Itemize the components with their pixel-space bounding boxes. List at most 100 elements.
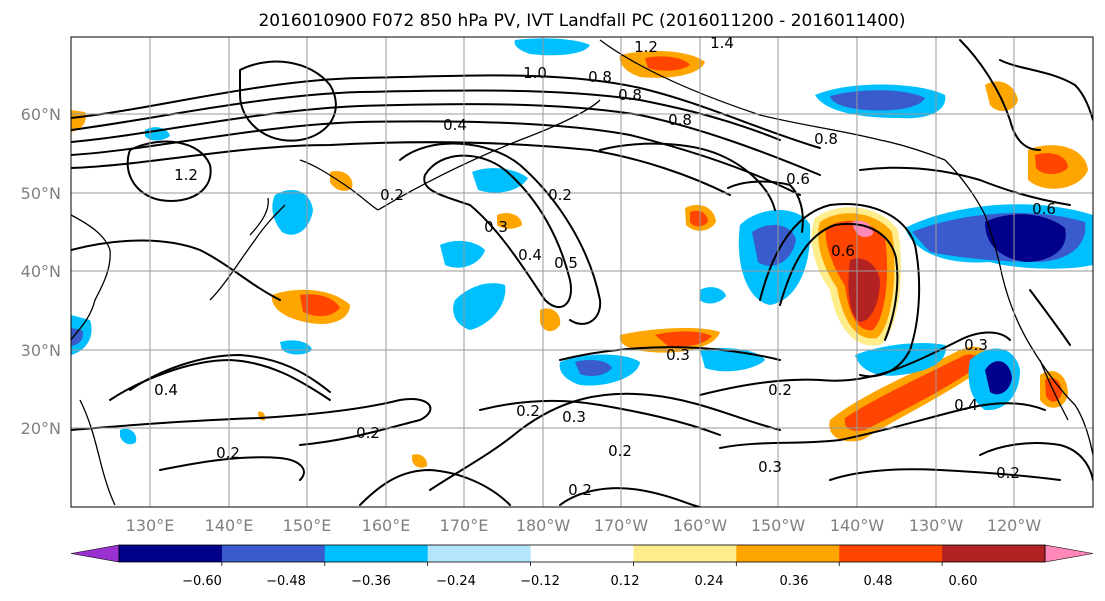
lat-label: 60°N <box>21 105 61 124</box>
colorbar-segment <box>942 545 1046 562</box>
negative-anomaly-patch <box>120 428 137 445</box>
colorbar-segment <box>119 545 223 562</box>
contour-line <box>1029 289 1071 346</box>
contour-label: 0.4 <box>154 381 178 399</box>
contour-label: 0.4 <box>954 396 978 414</box>
contour-line <box>71 103 821 176</box>
lon-label: 180°W <box>516 516 571 535</box>
lat-label: 50°N <box>21 184 61 203</box>
contour-label: 0.2 <box>568 481 592 499</box>
positive-anomaly-patch <box>412 454 428 468</box>
contour-label: 0.8 <box>618 86 642 104</box>
colorbar-segment <box>530 545 634 562</box>
coastline-asia <box>71 214 111 341</box>
contour-line <box>71 89 781 141</box>
map-frame <box>70 36 1094 508</box>
colorbar-tick-label: −0.60 <box>182 574 222 589</box>
positive-anomaly-patch <box>540 308 561 332</box>
negative-anomaly-patch <box>280 340 312 355</box>
lon-label: 170°E <box>440 516 489 535</box>
lat-label: 20°N <box>21 419 61 438</box>
coastline-baja <box>1039 359 1069 421</box>
contour-label: 0.2 <box>548 186 572 204</box>
contour-label: 0.3 <box>666 346 690 364</box>
contour-line <box>999 59 1093 121</box>
negative-anomaly-patch <box>575 360 612 376</box>
contour-label: 0.8 <box>814 130 838 148</box>
colorbar-extend-min <box>70 544 120 563</box>
graticule <box>71 37 1093 507</box>
contour-label: 0.3 <box>562 408 586 426</box>
contour-line <box>359 469 511 506</box>
colorbar-tick-label: 0.60 <box>949 574 978 589</box>
lon-label: 140°W <box>830 516 885 535</box>
colorbar-segment <box>324 545 429 562</box>
contour-line <box>599 142 776 211</box>
negative-anomaly-patch <box>700 287 726 304</box>
longitude-labels: 130°E 140°E 150°E 160°E 170°E 180°W 170°… <box>126 516 1042 535</box>
lon-label: 150°E <box>283 516 332 535</box>
colorbar-tick-label: 0.36 <box>780 574 809 589</box>
contour-label: 0.2 <box>380 186 404 204</box>
contour-line <box>159 456 305 481</box>
figure-title: 2016010900 F072 850 hPa PV, IVT Landfall… <box>258 11 905 31</box>
negative-anomaly-patch <box>985 214 1066 262</box>
lon-label: 150°W <box>751 516 806 535</box>
contour-label: 1.2 <box>634 38 658 56</box>
negative-anomaly-patch <box>472 168 528 193</box>
lon-label: 170°W <box>594 516 649 535</box>
colorbar-ticks: −0.60 −0.48 −0.36 −0.24 −0.12 0.12 0.24 … <box>182 562 977 589</box>
contour-label: 0.3 <box>758 458 782 476</box>
positive-anomaly-patch <box>71 110 86 132</box>
lon-label: 160°E <box>362 516 411 535</box>
negative-anomaly-patch <box>752 225 796 266</box>
contour-label: 0.2 <box>516 402 540 420</box>
positive-anomaly-patch <box>985 81 1018 112</box>
contour-line <box>859 166 1071 206</box>
positive-anomaly-patch <box>300 294 340 317</box>
colorbar: −0.60 −0.48 −0.36 −0.24 −0.12 0.12 0.24 … <box>70 544 1094 589</box>
colorbar-tick-label: 0.48 <box>864 574 893 589</box>
lon-label: 130°E <box>126 516 175 535</box>
contour-labels: 1.2 1.4 0.8 0.8 0.8 1.0 0.8 0.4 0.2 0.2 … <box>154 34 1056 499</box>
colorbar-frame <box>118 544 1046 563</box>
contour-line <box>429 392 781 491</box>
lon-label: 120°W <box>987 516 1042 535</box>
contour-line <box>71 398 432 446</box>
contour-label: 0.8 <box>668 111 692 129</box>
coastline-philippines <box>79 399 116 506</box>
negative-anomaly-patch <box>830 90 925 111</box>
contour-line <box>399 142 602 325</box>
colorbar-segment <box>427 545 532 562</box>
lat-label: 30°N <box>21 341 61 360</box>
contour-label: 0.4 <box>443 116 467 134</box>
colorbar-tick-label: −0.36 <box>351 574 391 589</box>
contour-label: 0.2 <box>356 424 380 442</box>
colorbar-segment <box>736 545 840 562</box>
contour-label: 0.3 <box>964 336 988 354</box>
latitude-labels: 60°N 50°N 40°N 30°N 20°N <box>21 105 61 438</box>
colorbar-segments <box>70 544 1094 563</box>
negative-anomaly-patch <box>985 361 1012 395</box>
positive-anomaly-patch <box>655 331 712 347</box>
contour-label: 0.2 <box>216 444 240 462</box>
coastline-aleutians <box>377 99 601 211</box>
contour-label: 0.2 <box>608 442 632 460</box>
contour-label: 0.2 <box>996 464 1020 482</box>
colorbar-tick-label: 0.12 <box>611 574 640 589</box>
contour-label: 1.2 <box>174 166 198 184</box>
contour-line <box>727 180 804 233</box>
contour-label: 0.6 <box>831 242 855 260</box>
positive-anomaly-patch <box>690 210 708 227</box>
contour-line <box>71 141 731 196</box>
contour-line <box>759 203 921 378</box>
negative-anomaly-patch <box>272 190 313 235</box>
contour-line <box>71 120 801 196</box>
contour-label: 1.0 <box>523 64 547 82</box>
negative-anomaly-patch <box>440 240 485 268</box>
pv-contours <box>71 39 1093 507</box>
lat-label: 40°N <box>21 262 61 281</box>
contour-label: 1.4 <box>710 34 734 52</box>
positive-anomaly-patch <box>844 354 978 431</box>
coastlines <box>71 39 1093 506</box>
